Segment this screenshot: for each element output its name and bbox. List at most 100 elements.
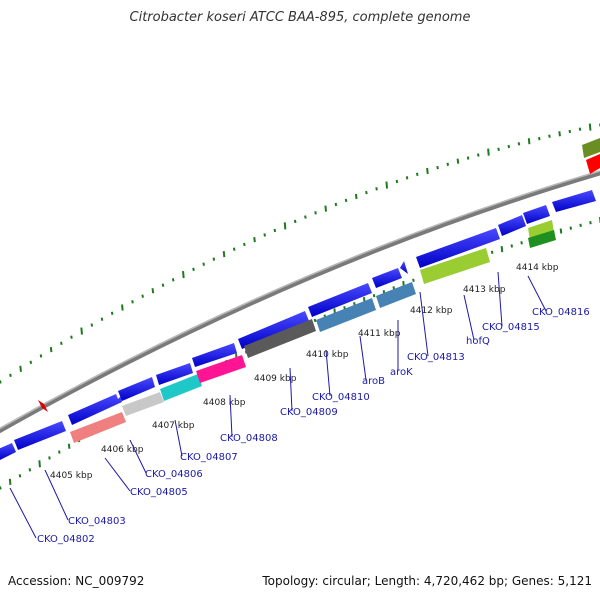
feature-block-green[interactable] [528, 230, 556, 248]
gc-skew-tick [466, 156, 470, 160]
gene-label[interactable]: CKO_04816 [532, 307, 590, 318]
gc-skew-tick [579, 223, 582, 228]
gc-skew-tick [29, 360, 33, 365]
cds-block[interactable] [238, 311, 309, 349]
cds-block[interactable] [118, 377, 155, 401]
gene-label[interactable]: CKO_04803 [68, 516, 126, 527]
gc-skew-tick [263, 233, 266, 237]
gc-skew-tick [353, 302, 356, 306]
gene-label[interactable]: aroK [390, 367, 413, 378]
gc-skew-tick [222, 251, 226, 258]
gc-skew-tick [476, 153, 480, 157]
gc-skew-tick [121, 304, 124, 311]
gc-skew-tick [344, 198, 348, 203]
cds-block[interactable] [372, 268, 402, 288]
feature-marker-red[interactable] [38, 400, 48, 412]
gc-skew-tick [372, 293, 376, 298]
gc-skew-tick [456, 158, 460, 164]
cds-block[interactable] [192, 343, 237, 367]
gc-skew-tick [354, 193, 358, 200]
gc-skew-tick [527, 138, 531, 145]
gc-skew-tick [182, 270, 185, 279]
cds-block[interactable] [498, 215, 526, 236]
gc-skew-tick [304, 215, 307, 219]
feature-block-silver[interactable] [122, 392, 164, 416]
cds-block[interactable] [14, 421, 66, 450]
gc-skew-tick [497, 147, 500, 151]
feature-block-yellowgreen[interactable] [420, 248, 490, 284]
feature-block-darkgray[interactable] [244, 319, 316, 358]
kbp-label: 4408 kbp [203, 398, 246, 408]
cds-block[interactable] [308, 283, 372, 317]
gene-label[interactable]: aroB [362, 376, 385, 387]
gc-skew-tick [392, 286, 396, 290]
gc-skew-tick [426, 167, 429, 175]
gene-label[interactable]: CKO_04806 [145, 469, 203, 480]
gc-skew-tick [538, 136, 541, 141]
gene-labels: CKO_04802 CKO_04803 CKO_04805 CKO_04806 CKO_… [9, 271, 590, 545]
cds-block[interactable] [523, 205, 550, 224]
gc-skew-tick [365, 190, 368, 195]
gc-skew-tick [412, 278, 415, 283]
gc-skew-tick [48, 456, 51, 460]
gc-skew-tick [9, 373, 12, 378]
gc-skew-tick [490, 250, 494, 255]
feature-block-steelblue[interactable] [376, 282, 416, 308]
gene-label[interactable]: CKO_04808 [220, 433, 278, 444]
accession-text: Accession: NC_009792 [8, 574, 145, 588]
feature-track [38, 138, 600, 443]
gc-skew-tick [283, 222, 287, 230]
gc-skew-tick [500, 246, 504, 253]
feature-block-yellowgreen[interactable] [528, 220, 554, 240]
cds-block[interactable] [552, 190, 596, 212]
gene-label[interactable]: hofQ [466, 336, 490, 347]
gc-skew-tick [90, 323, 94, 327]
gc-skew-tick [49, 346, 53, 353]
gene-leader-line [463, 294, 475, 341]
kbp-label: 4411 kbp [358, 329, 401, 339]
gc-skew-tick [548, 134, 551, 138]
gc-skew-tick [313, 318, 317, 323]
gene-label[interactable]: CKO_04809 [280, 407, 338, 418]
cds-block[interactable] [68, 394, 122, 425]
cds-block[interactable] [416, 228, 500, 268]
gc-skew-tick [517, 142, 521, 146]
feature-block-salmon[interactable] [70, 412, 126, 443]
cds-block[interactable] [156, 363, 193, 385]
gc-skew-tick [131, 300, 134, 304]
gc-skew-tick [507, 144, 511, 149]
kbp-label: 4405 kbp [50, 471, 93, 481]
gene-leader-line [419, 291, 429, 357]
gc-skew-tick [559, 228, 563, 234]
feature-block-red[interactable] [586, 154, 600, 174]
gc-skew-tick [28, 468, 32, 472]
genome-backbone [0, 170, 600, 434]
gc-skew-tick [202, 262, 205, 266]
gc-skew-tick [293, 219, 297, 224]
gene-label[interactable]: CKO_04813 [407, 352, 465, 363]
feature-block-olive[interactable] [582, 138, 600, 158]
cds-arrow[interactable] [400, 261, 408, 274]
gene-leader-line [325, 349, 331, 397]
gc-skew-tick [588, 123, 592, 131]
gene-label[interactable]: CKO_04815 [482, 322, 540, 333]
gc-skew-tick [273, 228, 277, 233]
gene-label[interactable]: CKO_04802 [37, 534, 95, 545]
gene-label[interactable]: CKO_04807 [180, 452, 238, 463]
gene-label[interactable]: CKO_04805 [130, 487, 188, 498]
gc-skew-tick [382, 290, 386, 294]
gc-skew-tick [212, 257, 216, 261]
feature-block-cyan[interactable] [160, 374, 202, 401]
gc-skew-tick [569, 226, 573, 230]
gc-skew-tick [558, 131, 561, 137]
gc-skew-tick [67, 443, 71, 449]
gene-label[interactable]: CKO_04810 [312, 392, 370, 403]
gc-skew-tick [0, 380, 2, 384]
kbp-scale: 4405 kbp 4406 kbp 4407 kbp 4408 kbp 4409 kbp… [50, 263, 559, 481]
gc-skew-tick [334, 202, 338, 207]
gc-skew-tick [0, 486, 2, 490]
feature-block-steelblue[interactable] [316, 298, 376, 332]
cds-block[interactable] [0, 443, 16, 460]
feature-block-magenta[interactable] [196, 355, 246, 383]
gc-skew-tick [70, 335, 73, 339]
